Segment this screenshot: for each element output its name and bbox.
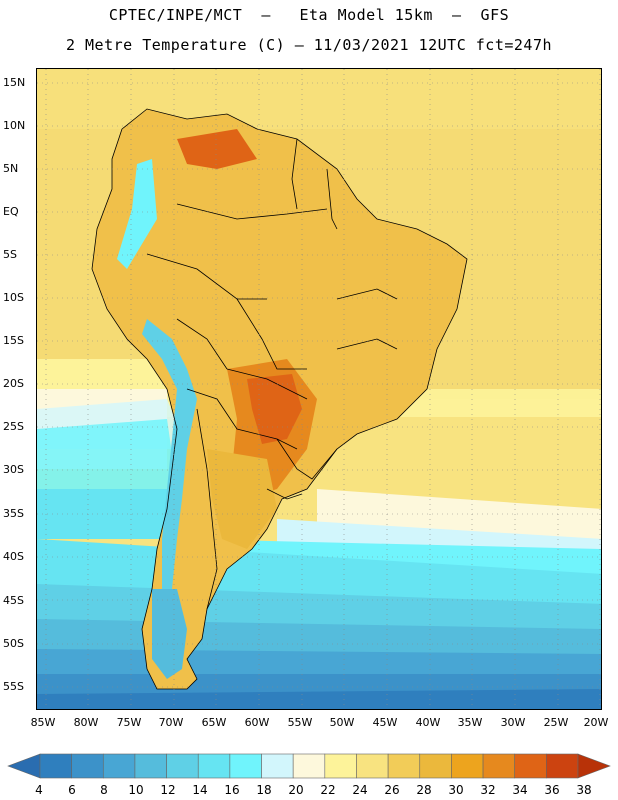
lon-label-60w: 60W <box>244 716 270 729</box>
color-legend <box>7 753 611 779</box>
legend-label-14: 14 <box>192 783 208 797</box>
lon-label-70w: 70W <box>158 716 184 729</box>
country-borders <box>91 108 468 690</box>
legend-swatch <box>324 753 357 779</box>
legend-swatch <box>71 753 104 779</box>
graticule <box>37 69 601 709</box>
title-line-2: 2 Metre Temperature (C) – 11/03/2021 12U… <box>65 36 553 54</box>
legend-label-10: 10 <box>128 783 144 797</box>
pacific-band-18 <box>37 419 177 499</box>
andes-cool-strip <box>142 319 197 589</box>
legend-label-16: 16 <box>224 783 240 797</box>
legend-label-6: 6 <box>68 783 76 797</box>
lon-label-35w: 35W <box>457 716 483 729</box>
legend-swatch <box>166 753 199 779</box>
legend-label-26: 26 <box>384 783 400 797</box>
interior-hottest-zone <box>247 374 302 444</box>
lon-label-40w: 40W <box>415 716 441 729</box>
argentina-warm-zone <box>207 449 277 549</box>
legend-label-34: 34 <box>512 783 528 797</box>
lat-label-30s: 30S <box>3 463 24 476</box>
lat-label-15s: 15S <box>3 334 24 347</box>
lat-label-20s: 20S <box>3 377 24 390</box>
legend-label-28: 28 <box>416 783 432 797</box>
title-line-1: CPTEC/INPE/MCT – Eta Model 15km – GFS <box>108 6 510 24</box>
lat-label-15n: 15N <box>3 76 26 89</box>
lon-label-75w: 75W <box>116 716 142 729</box>
legend-swatch <box>482 753 516 779</box>
lon-label-25w: 25W <box>543 716 569 729</box>
legend-label-20: 20 <box>288 783 304 797</box>
lat-label-5s: 5S <box>3 248 17 261</box>
legend-swatch <box>292 753 326 779</box>
legend-label-18: 18 <box>256 783 272 797</box>
legend-swatch <box>261 753 294 779</box>
lon-label-85w: 85W <box>30 716 56 729</box>
legend-swatch <box>577 753 611 779</box>
lon-label-80w: 80W <box>73 716 99 729</box>
legend-swatch <box>134 753 167 779</box>
lat-label-55s: 55S <box>3 680 24 693</box>
legend-label-30: 30 <box>448 783 464 797</box>
legend-label-4: 4 <box>35 783 43 797</box>
legend-label-38: 38 <box>576 783 592 797</box>
north-ocean-band <box>37 69 601 129</box>
band-6 <box>37 689 601 709</box>
legend-label-24: 24 <box>352 783 368 797</box>
andes-north-cool <box>117 159 157 269</box>
lat-label-50s: 50S <box>3 637 24 650</box>
legend-swatch <box>7 753 41 779</box>
lat-label-eq: EQ <box>3 205 19 218</box>
legend-swatch <box>197 753 231 779</box>
legend-label-8: 8 <box>100 783 108 797</box>
legend-label-36: 36 <box>544 783 560 797</box>
legend-swatch <box>451 753 484 779</box>
legend-swatch <box>514 753 547 779</box>
legend-label-32: 32 <box>480 783 496 797</box>
legend-swatch <box>546 753 579 779</box>
lat-label-25s: 25S <box>3 420 24 433</box>
lon-label-55w: 55W <box>287 716 313 729</box>
map-panel <box>36 68 602 710</box>
legend-swatch <box>229 753 262 779</box>
northern-hot-zone <box>177 129 257 169</box>
lat-label-5n: 5N <box>3 162 19 175</box>
legend-swatch <box>387 753 421 779</box>
temperature-map <box>37 69 601 709</box>
lon-label-65w: 65W <box>201 716 227 729</box>
legend-label-12: 12 <box>160 783 176 797</box>
lat-label-40s: 40S <box>3 550 24 563</box>
lat-label-35s: 35S <box>3 507 24 520</box>
patagonia-andes-cool <box>152 589 187 679</box>
lon-label-45w: 45W <box>372 716 398 729</box>
lat-label-10s: 10S <box>3 291 24 304</box>
lat-label-10n: 10N <box>3 119 26 132</box>
legend-swatch <box>356 753 389 779</box>
legend-swatch <box>39 753 72 779</box>
legend-swatch <box>419 753 452 779</box>
lon-label-50w: 50W <box>329 716 355 729</box>
legend-label-22: 22 <box>320 783 336 797</box>
lon-label-20w: 20W <box>583 716 609 729</box>
legend-swatch <box>102 753 136 779</box>
lon-label-30w: 30W <box>500 716 526 729</box>
lat-label-45s: 45S <box>3 594 24 607</box>
